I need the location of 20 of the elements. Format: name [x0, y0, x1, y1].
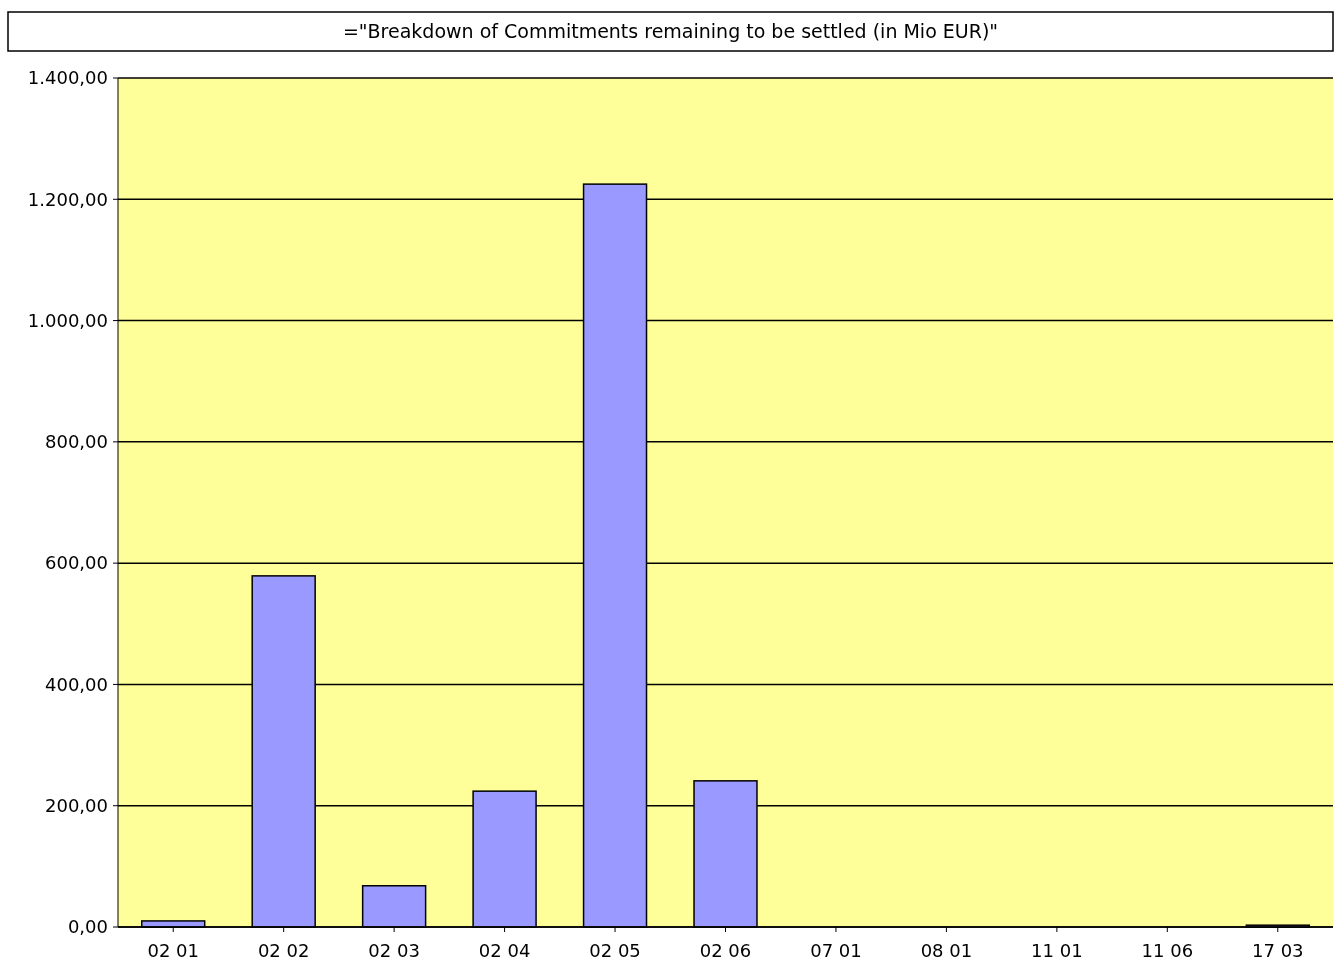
x-tick-label: 07 01 [810, 940, 862, 961]
x-tick-label: 02 02 [257, 940, 310, 961]
y-tick-label: 1.000,00 [27, 309, 108, 331]
y-tick-label: 1.200,00 [27, 188, 108, 210]
y-tick-label: 1.400,00 [27, 67, 108, 89]
y-tick-label: 0,00 [67, 916, 108, 938]
x-tick-label: 02 03 [368, 940, 420, 961]
x-tick-label: 02 04 [478, 940, 531, 961]
x-tick-label: 11 01 [1031, 940, 1083, 961]
x-tick-label: 11 06 [1141, 940, 1194, 961]
x-tick-label: 17 03 [1252, 940, 1304, 961]
y-tick-label: 400,00 [45, 673, 108, 695]
y-tick-label: 200,00 [45, 795, 108, 817]
y-tick-label: 800,00 [45, 431, 108, 453]
x-tick-label: 02 06 [699, 940, 752, 961]
x-tick-label: 02 01 [147, 940, 199, 961]
x-tick-label: 02 05 [589, 940, 641, 961]
chart-title: ="Breakdown of Commitments remaining to be settled (in Mio EUR)" [342, 20, 999, 42]
x-tick-label: 08 01 [920, 940, 973, 961]
y-tick-label: 600,00 [45, 552, 108, 574]
